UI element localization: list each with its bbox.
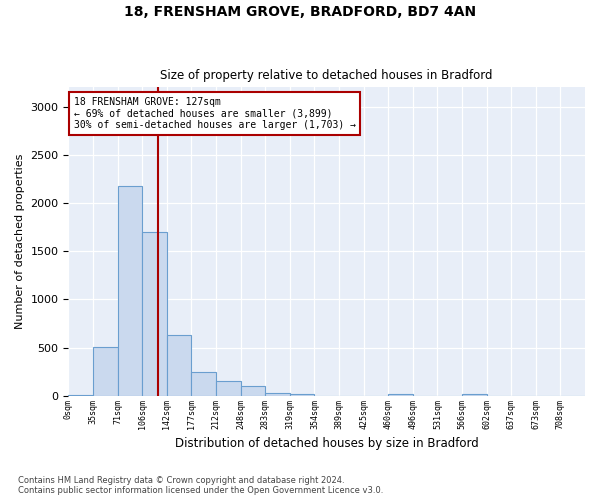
Bar (265, 393, 290, 396)
Text: 18, FRENSHAM GROVE, BRADFORD, BD7 4AN: 18, FRENSHAM GROVE, BRADFORD, BD7 4AN (124, 5, 476, 19)
Bar (142, 232, 167, 396)
Bar (118, 186, 142, 396)
Bar (216, 381, 241, 396)
X-axis label: Distribution of detached houses by size in Bradford: Distribution of detached houses by size … (175, 437, 479, 450)
Bar (191, 372, 216, 396)
Bar (388, 394, 413, 396)
Title: Size of property relative to detached houses in Bradford: Size of property relative to detached ho… (160, 69, 493, 82)
Bar (290, 394, 314, 396)
Y-axis label: Number of detached properties: Number of detached properties (15, 154, 25, 330)
Text: Contains HM Land Registry data © Crown copyright and database right 2024.
Contai: Contains HM Land Registry data © Crown c… (18, 476, 383, 495)
Bar (462, 394, 487, 396)
Bar (68, 395, 93, 396)
Bar (93, 346, 118, 396)
Bar (241, 386, 265, 396)
Text: 18 FRENSHAM GROVE: 127sqm
← 69% of detached houses are smaller (3,899)
30% of se: 18 FRENSHAM GROVE: 127sqm ← 69% of detac… (74, 96, 356, 130)
Bar (167, 335, 191, 396)
